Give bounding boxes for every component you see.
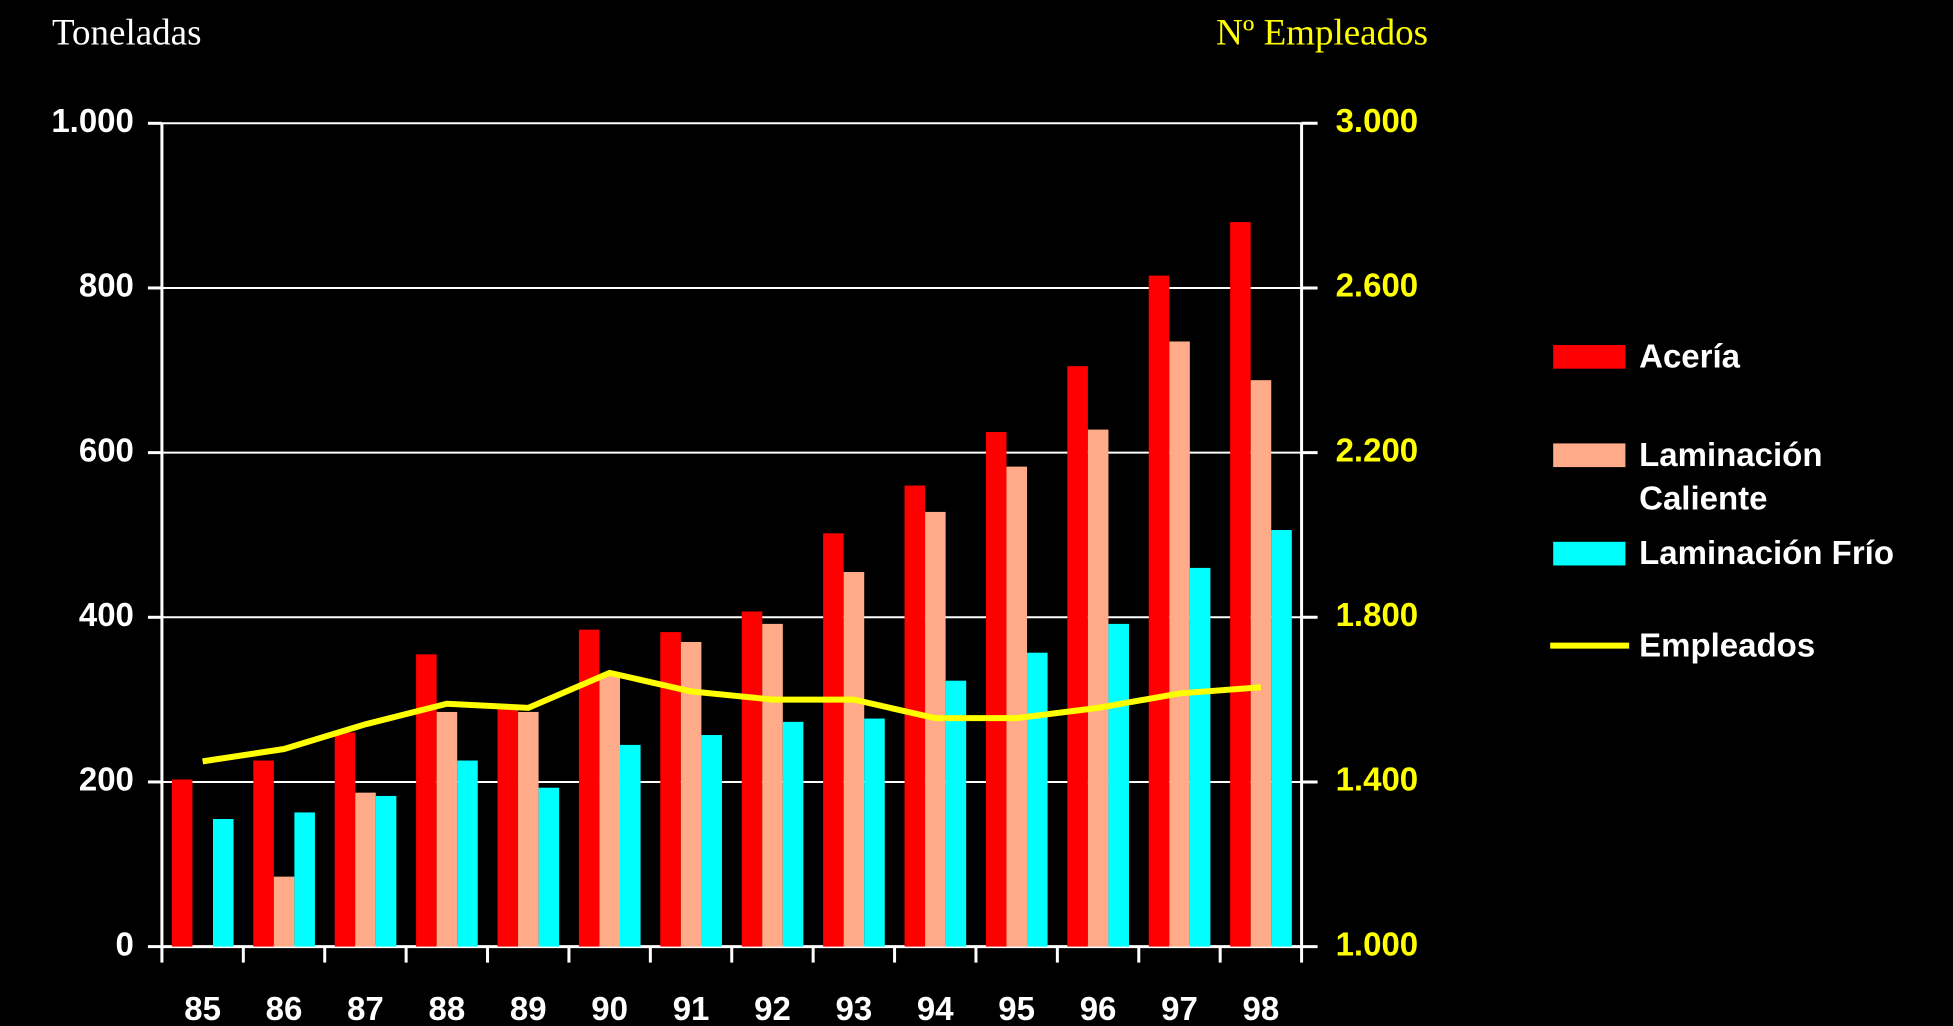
bar <box>355 792 376 947</box>
bar <box>1250 380 1272 947</box>
bar <box>823 533 844 947</box>
y2-tick-label: 3.000 <box>1336 102 1419 139</box>
y-tick-label: 800 <box>79 267 134 304</box>
x-tick-label: 93 <box>835 990 872 1026</box>
legend-label: Laminación Frío <box>1639 534 1894 571</box>
y-tick-label: 200 <box>79 761 134 798</box>
bar <box>518 711 539 947</box>
x-tick-label: 96 <box>1080 990 1117 1026</box>
bar <box>1271 530 1292 947</box>
bar <box>1027 652 1048 947</box>
line <box>202 669 1262 765</box>
y2-tick-label: 1.000 <box>1336 925 1419 962</box>
bar <box>660 632 681 947</box>
bar <box>782 721 804 947</box>
bar <box>578 629 600 947</box>
bar <box>762 623 783 947</box>
bar <box>253 760 274 947</box>
bar <box>294 812 315 947</box>
bar <box>212 818 234 947</box>
bar <box>375 795 397 947</box>
x-tick-label: 98 <box>1243 990 1280 1026</box>
y-tick-label: 400 <box>79 596 134 633</box>
bar <box>1148 275 1170 947</box>
bar <box>1230 222 1251 947</box>
bar <box>273 876 295 947</box>
bar <box>1169 341 1190 947</box>
x-tick-label: 95 <box>998 990 1035 1026</box>
x-tick-label: 97 <box>1161 990 1198 1026</box>
bar <box>701 735 722 947</box>
bar <box>436 711 458 947</box>
bar <box>620 744 641 947</box>
x-tick-label: 94 <box>917 990 954 1026</box>
y-tick-label: 600 <box>79 431 134 468</box>
bar <box>457 760 478 947</box>
y2-tick-label: 2.600 <box>1336 267 1419 304</box>
bar <box>334 732 356 947</box>
bar <box>864 718 885 947</box>
legend-swatch <box>1553 541 1626 566</box>
x-tick-label: 87 <box>347 990 384 1026</box>
legend-label: Laminación Caliente <box>1639 436 1822 517</box>
bar <box>416 654 437 947</box>
bar <box>497 707 519 947</box>
bar <box>925 511 946 947</box>
y-axis-title: Toneladas <box>52 12 201 53</box>
legend-swatch <box>1553 443 1626 468</box>
x-tick-label: 90 <box>591 990 628 1026</box>
y-tick-label: 1.000 <box>51 102 134 139</box>
bar <box>538 787 560 947</box>
bar <box>741 611 763 947</box>
bar <box>599 674 621 947</box>
bar <box>171 779 193 947</box>
x-tick-label: 86 <box>266 990 303 1026</box>
x-tick-label: 91 <box>673 990 710 1026</box>
x-tick-label: 89 <box>510 990 547 1026</box>
bar <box>843 572 865 947</box>
y-tick-label: 0 <box>116 925 134 962</box>
legend-label: Empleados <box>1639 626 1815 663</box>
x-tick-label: 88 <box>428 990 465 1026</box>
bar <box>945 680 967 947</box>
y2-tick-label: 1.400 <box>1336 761 1419 798</box>
bar <box>680 641 702 947</box>
bar <box>1006 466 1028 947</box>
y2-axis-title: Nº Empleados <box>1216 12 1428 53</box>
bar <box>985 432 1007 947</box>
x-tick-label: 92 <box>754 990 791 1026</box>
x-tick-label: 85 <box>184 990 221 1026</box>
legend-swatch <box>1553 345 1626 369</box>
bar <box>1087 429 1109 947</box>
y2-tick-label: 2.200 <box>1336 431 1419 468</box>
legend-label: Acería <box>1639 337 1741 374</box>
bar <box>1067 366 1088 947</box>
bar <box>1108 623 1129 947</box>
y2-tick-label: 1.800 <box>1336 596 1419 633</box>
bar <box>1189 567 1211 947</box>
